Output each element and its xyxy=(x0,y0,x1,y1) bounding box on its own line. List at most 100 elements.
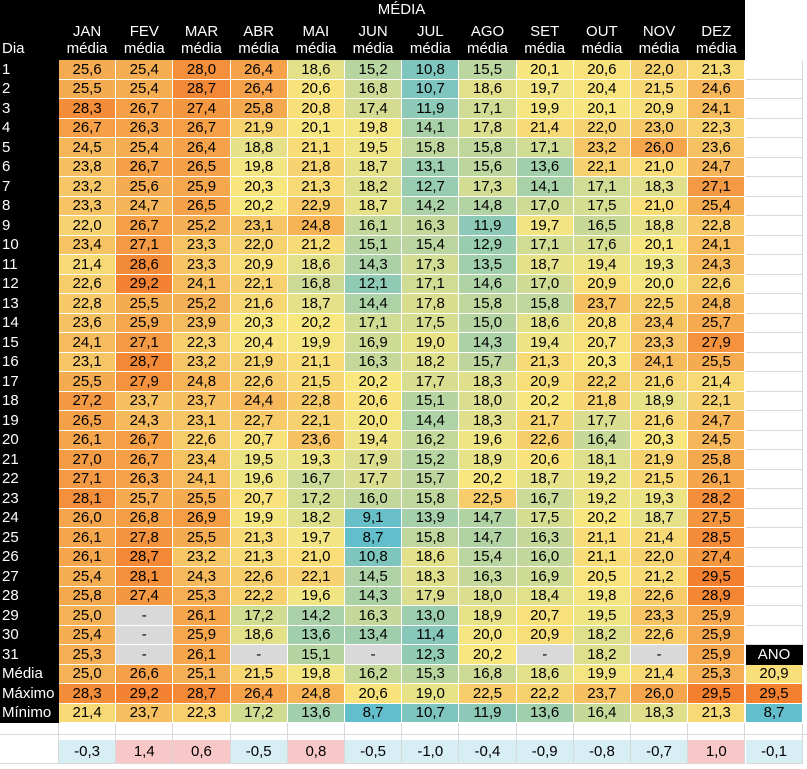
day-label: 2 xyxy=(0,79,59,99)
temperature-cell: 20,1 xyxy=(516,60,574,80)
summary-cell: 28,7 xyxy=(173,684,231,704)
temperature-cell: 22,6 xyxy=(230,372,288,392)
temperature-cell: 16,4 xyxy=(573,430,631,450)
temperature-cell: 19,7 xyxy=(516,79,574,99)
difference-cell: 1,0 xyxy=(688,740,746,764)
temperature-cell: 23,4 xyxy=(59,235,117,255)
empty-cell xyxy=(746,333,803,353)
temperature-cell: 25,4 xyxy=(688,196,746,216)
summary-cell: 8,7 xyxy=(345,703,403,723)
day-label: 28 xyxy=(0,586,59,606)
temperature-cell: 16,8 xyxy=(287,274,345,294)
summary-cell: 22,2 xyxy=(516,684,574,704)
temperature-cell: 21,8 xyxy=(573,391,631,411)
temperature-cell: 18,1 xyxy=(573,450,631,470)
day-column-header: Dia xyxy=(0,20,59,60)
temperature-cell: 26,7 xyxy=(116,450,174,470)
temperature-cell: 19,0 xyxy=(402,333,460,353)
temperature-cell: 25,9 xyxy=(688,645,746,665)
summary-cell: 13,6 xyxy=(516,703,574,723)
temperature-cell: 15,1 xyxy=(402,391,460,411)
temperature-cell: 23,2 xyxy=(173,352,231,372)
temperature-cell: 26,7 xyxy=(116,99,174,119)
month-label: MAI xyxy=(302,22,330,40)
temperature-cell: 25,8 xyxy=(688,450,746,470)
month-label: JAN xyxy=(72,22,102,40)
temperature-cell: 15,8 xyxy=(459,294,517,314)
temperature-cell: 17,6 xyxy=(573,235,631,255)
temperature-cell: 22,6 xyxy=(631,586,689,606)
temperature-cell: 17,8 xyxy=(402,294,460,314)
temperature-cell: 23,6 xyxy=(287,430,345,450)
temperature-cell: 27,1 xyxy=(59,469,117,489)
temperature-cell: 18,7 xyxy=(345,196,403,216)
temperature-cell: 25,3 xyxy=(59,645,117,665)
temperature-cell: 11,9 xyxy=(459,216,517,236)
difference-label-cell xyxy=(0,740,59,764)
temperature-cell: 9,1 xyxy=(345,508,403,528)
temperature-cell: 19,3 xyxy=(631,489,689,509)
temperature-cell: 21,1 xyxy=(573,547,631,567)
temperature-cell: 10,8 xyxy=(402,60,460,80)
summary-cell: 22,3 xyxy=(173,703,231,723)
day-label: 6 xyxy=(0,157,59,177)
divider xyxy=(0,734,807,735)
difference-cell: -0,5 xyxy=(345,740,403,764)
temperature-cell: 17,1 xyxy=(345,313,403,333)
day-label: 20 xyxy=(0,430,59,450)
temperature-cell: 20,2 xyxy=(516,391,574,411)
temperature-cell: 23,1 xyxy=(230,216,288,236)
temperature-cell: 22,6 xyxy=(173,430,231,450)
temperature-cell: 24,1 xyxy=(173,274,231,294)
temperature-cell: - xyxy=(230,645,288,665)
summary-cell: 25,3 xyxy=(688,664,746,684)
temperature-cell: 24,7 xyxy=(116,196,174,216)
temperature-cell: 21,1 xyxy=(573,528,631,548)
difference-cell: -0,8 xyxy=(573,740,631,764)
temperature-cell: 20,9 xyxy=(230,255,288,275)
temperature-cell: 27,4 xyxy=(688,547,746,567)
temperature-cell: 16,1 xyxy=(345,216,403,236)
summary-cell: 29,5 xyxy=(688,684,746,704)
difference-cell: -1,0 xyxy=(402,740,460,764)
day-label: 27 xyxy=(0,567,59,587)
month-label: FEV xyxy=(129,22,159,40)
temperature-cell: 23,1 xyxy=(59,352,117,372)
temperature-cell: 17,5 xyxy=(516,508,574,528)
temperature-cell: 14,7 xyxy=(459,528,517,548)
temperature-cell: 23,1 xyxy=(173,411,231,431)
temperature-cell: 18,6 xyxy=(459,79,517,99)
empty-cell xyxy=(746,235,803,255)
empty-cell xyxy=(746,274,803,294)
temperature-cell: 18,7 xyxy=(516,469,574,489)
temperature-cell: 17,4 xyxy=(345,99,403,119)
temperature-cell: 17,9 xyxy=(345,450,403,470)
empty-cell xyxy=(746,313,803,333)
summary-cell: 16,8 xyxy=(459,664,517,684)
summary-cell: 21,5 xyxy=(230,664,288,684)
temperature-cell: 19,3 xyxy=(287,450,345,470)
month-label: SET xyxy=(530,22,560,40)
temperature-cell: 20,3 xyxy=(573,352,631,372)
temperature-cell: 27,5 xyxy=(688,508,746,528)
temperature-cell: 20,2 xyxy=(573,508,631,528)
temperature-cell: 21,9 xyxy=(230,118,288,138)
month-header-mar: MAR média xyxy=(173,20,231,60)
temperature-cell: 21,3 xyxy=(688,60,746,80)
temperature-cell: 25,8 xyxy=(230,99,288,119)
temperature-cell: 20,9 xyxy=(631,99,689,119)
temperature-cell: 18,2 xyxy=(287,508,345,528)
temperature-cell: 26,3 xyxy=(116,469,174,489)
temperature-cell: 17,5 xyxy=(402,313,460,333)
temperature-cell: 13,9 xyxy=(402,508,460,528)
temperature-cell: 18,7 xyxy=(631,508,689,528)
temperature-cell: 23,7 xyxy=(173,391,231,411)
summary-cell: 24,8 xyxy=(287,684,345,704)
temperature-cell: 23,2 xyxy=(573,138,631,158)
temperature-cell: 15,1 xyxy=(345,235,403,255)
temperature-cell: 21,3 xyxy=(230,547,288,567)
temperature-cell: 22,0 xyxy=(631,60,689,80)
temperature-cell: 24,1 xyxy=(688,99,746,119)
temperature-cell: 19,7 xyxy=(287,528,345,548)
month-header-jan: JAN média xyxy=(59,20,117,60)
